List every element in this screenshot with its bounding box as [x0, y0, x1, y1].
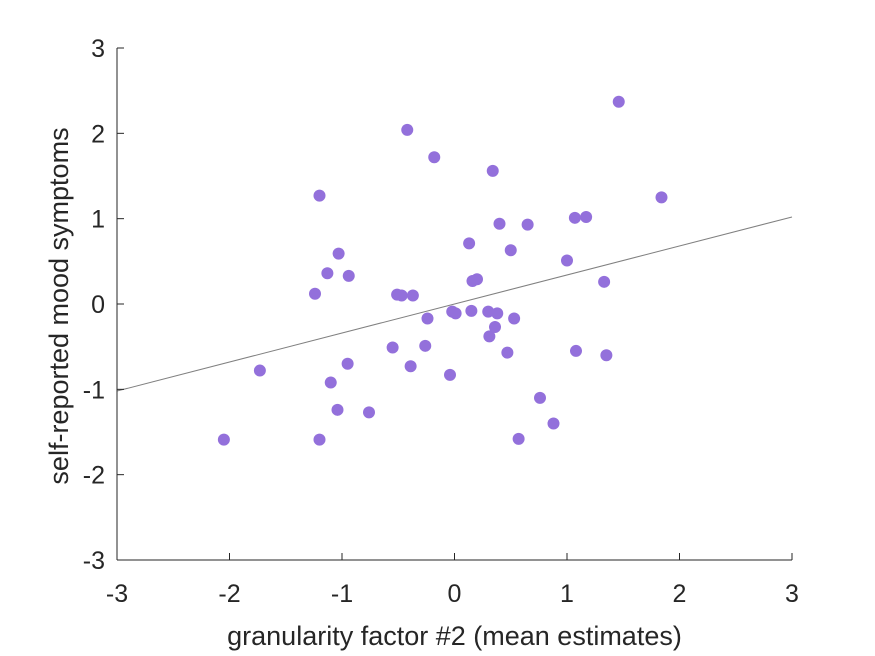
- data-point: [486, 164, 499, 177]
- data-point: [465, 304, 478, 317]
- data-point: [612, 95, 625, 108]
- x-tick-label: -3: [106, 580, 128, 608]
- y-axis-label: self-reported mood symptoms: [44, 127, 74, 484]
- data-point: [321, 267, 334, 280]
- data-point: [331, 403, 344, 416]
- x-tick-label: 0: [448, 580, 462, 608]
- points-layer: [217, 95, 668, 446]
- data-point: [504, 244, 517, 257]
- data-point: [395, 289, 408, 302]
- data-point: [534, 391, 546, 404]
- x-axis-ticks: -3 -2 -1 0 1 2 3: [106, 553, 799, 608]
- data-point: [482, 305, 495, 318]
- x-tick-label: -1: [331, 580, 353, 608]
- data-point: [501, 346, 514, 359]
- data-point: [428, 151, 441, 164]
- data-point: [512, 432, 525, 445]
- y-tick-label: -2: [83, 462, 105, 490]
- y-tick-label: 3: [91, 35, 105, 63]
- x-tick-label: -2: [218, 580, 240, 608]
- data-point: [313, 189, 326, 202]
- data-point: [483, 330, 496, 343]
- data-point: [404, 360, 417, 373]
- data-point: [309, 287, 321, 300]
- data-point: [547, 417, 560, 430]
- x-tick-label: 1: [560, 580, 574, 608]
- y-tick-label: -1: [83, 376, 105, 404]
- fit-line-layer: [116, 216, 793, 392]
- regression-line: [116, 216, 793, 392]
- data-point: [598, 275, 611, 288]
- data-point: [341, 357, 354, 370]
- data-point: [561, 254, 573, 267]
- data-point: [471, 273, 483, 286]
- data-point: [401, 123, 414, 136]
- data-point: [332, 247, 345, 260]
- data-point: [463, 237, 476, 250]
- data-point: [493, 217, 506, 230]
- data-point: [313, 433, 326, 446]
- data-point: [655, 191, 668, 204]
- data-point: [363, 406, 375, 419]
- data-point: [386, 341, 399, 354]
- data-point: [449, 307, 462, 320]
- data-point: [444, 368, 456, 381]
- data-point: [406, 289, 419, 302]
- data-point: [217, 433, 230, 446]
- data-point: [489, 321, 501, 334]
- data-point: [419, 339, 432, 352]
- data-point: [570, 344, 582, 357]
- data-point: [491, 307, 504, 320]
- data-point: [342, 269, 355, 282]
- data-point: [508, 312, 521, 325]
- data-point: [580, 210, 593, 223]
- data-point: [324, 376, 337, 389]
- data-point: [568, 211, 581, 224]
- data-point: [600, 349, 613, 362]
- data-point: [521, 218, 534, 231]
- y-tick-label: 2: [91, 120, 105, 148]
- x-axis-label: granularity factor #2 (mean estimates): [227, 621, 682, 651]
- x-tick-label: 2: [673, 580, 687, 608]
- y-tick-label: -3: [83, 547, 105, 575]
- data-point: [253, 364, 266, 377]
- data-point: [421, 312, 434, 325]
- y-axis-ticks: -3 -2 -1 0 1 2 3: [83, 35, 124, 575]
- y-tick-label: 1: [91, 206, 105, 234]
- y-tick-label: 0: [91, 291, 105, 319]
- x-tick-label: 3: [785, 580, 799, 608]
